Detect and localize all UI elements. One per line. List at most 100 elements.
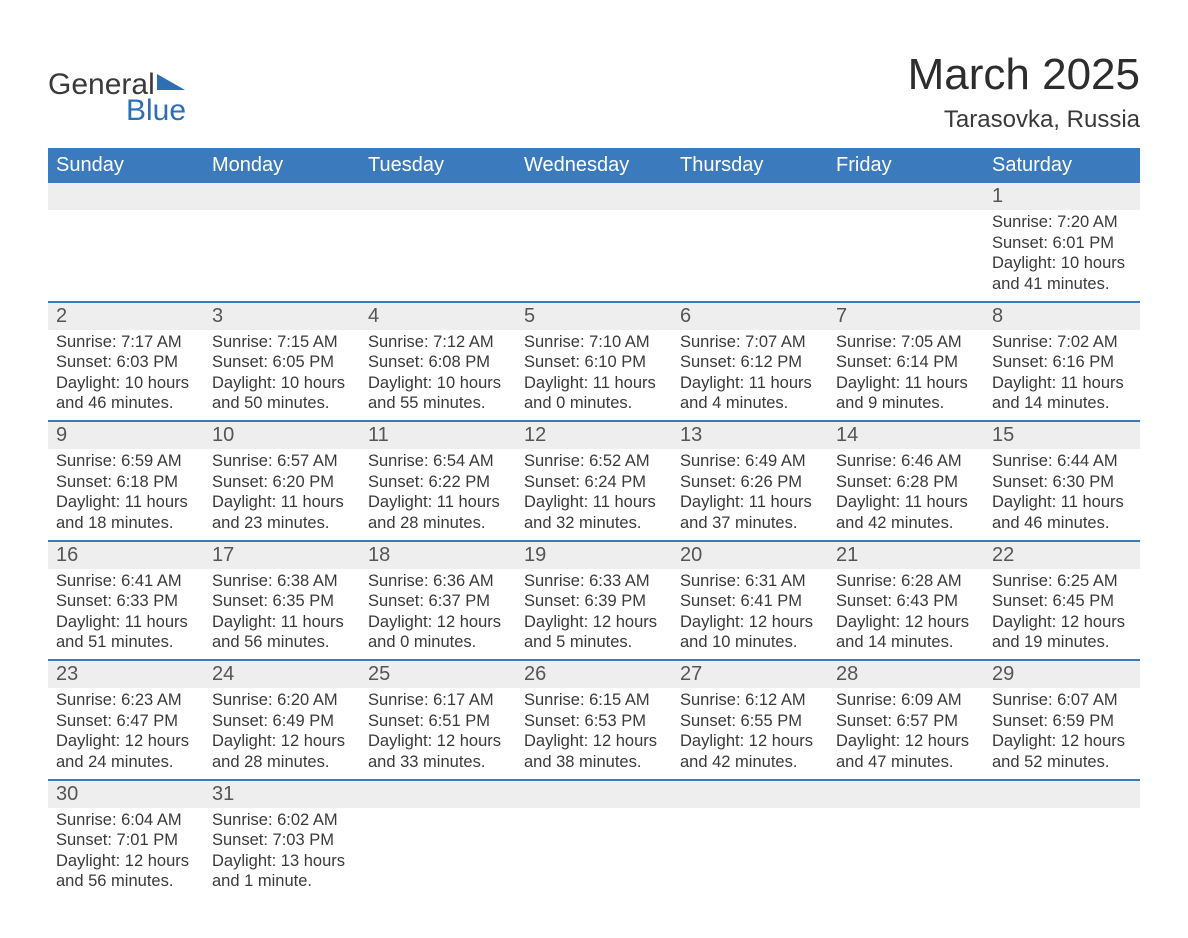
daylight-line: Daylight: 12 hours and 47 minutes.	[836, 731, 976, 772]
sunrise-line: Sunrise: 6:17 AM	[368, 690, 508, 711]
sunrise-line: Sunrise: 6:12 AM	[680, 690, 820, 711]
sunset-line: Sunset: 6:59 PM	[992, 711, 1132, 732]
day-number-cell: 6	[672, 302, 828, 330]
sunset-line: Sunset: 6:05 PM	[212, 352, 352, 373]
content-row: Sunrise: 7:17 AMSunset: 6:03 PMDaylight:…	[48, 330, 1140, 422]
day-number-cell: 17	[204, 541, 360, 569]
day-content-cell: Sunrise: 7:12 AMSunset: 6:08 PMDaylight:…	[360, 330, 516, 422]
weekday-header: Thursday	[672, 148, 828, 183]
empty-cell	[48, 210, 204, 302]
sunrise-line: Sunrise: 6:15 AM	[524, 690, 664, 711]
day-number: 24	[204, 661, 360, 688]
sunrise-line: Sunrise: 6:07 AM	[992, 690, 1132, 711]
day-number: 30	[48, 781, 204, 808]
day-number: 14	[828, 422, 984, 449]
day-number-cell: 19	[516, 541, 672, 569]
day-number: 26	[516, 661, 672, 688]
day-content-cell: Sunrise: 6:38 AMSunset: 6:35 PMDaylight:…	[204, 569, 360, 661]
day-number: 28	[828, 661, 984, 688]
day-number-cell: 21	[828, 541, 984, 569]
weekday-header: Monday	[204, 148, 360, 183]
daylight-line: Daylight: 12 hours and 28 minutes.	[212, 731, 352, 772]
daylight-line: Daylight: 12 hours and 14 minutes.	[836, 612, 976, 653]
day-content-cell: Sunrise: 6:23 AMSunset: 6:47 PMDaylight:…	[48, 688, 204, 780]
daylight-line: Daylight: 11 hours and 46 minutes.	[992, 492, 1132, 533]
day-number-cell: 5	[516, 302, 672, 330]
day-number-cell: 22	[984, 541, 1140, 569]
sunset-line: Sunset: 6:39 PM	[524, 591, 664, 612]
location-label: Tarasovka, Russia	[908, 106, 1140, 134]
day-content-cell: Sunrise: 7:20 AMSunset: 6:01 PMDaylight:…	[984, 210, 1140, 302]
daylight-line: Daylight: 10 hours and 41 minutes.	[992, 253, 1132, 294]
empty-cell	[516, 210, 672, 302]
empty-cell	[828, 780, 984, 808]
daylight-line: Daylight: 11 hours and 32 minutes.	[524, 492, 664, 533]
calendar-table: SundayMondayTuesdayWednesdayThursdayFrid…	[48, 148, 1140, 898]
sunrise-line: Sunrise: 6:31 AM	[680, 571, 820, 592]
empty-cell	[360, 210, 516, 302]
sunrise-line: Sunrise: 6:28 AM	[836, 571, 976, 592]
sunset-line: Sunset: 6:10 PM	[524, 352, 664, 373]
daynum-row: 3031	[48, 780, 1140, 808]
day-content-cell: Sunrise: 6:33 AMSunset: 6:39 PMDaylight:…	[516, 569, 672, 661]
sunrise-line: Sunrise: 7:02 AM	[992, 332, 1132, 353]
day-number-cell: 7	[828, 302, 984, 330]
daylight-line: Daylight: 10 hours and 46 minutes.	[56, 373, 196, 414]
daylight-line: Daylight: 12 hours and 19 minutes.	[992, 612, 1132, 653]
day-number: 1	[984, 183, 1140, 210]
day-content-cell: Sunrise: 6:04 AMSunset: 7:01 PMDaylight:…	[48, 808, 204, 899]
empty-cell	[360, 808, 516, 899]
day-content-cell: Sunrise: 7:10 AMSunset: 6:10 PMDaylight:…	[516, 330, 672, 422]
day-content-cell: Sunrise: 6:17 AMSunset: 6:51 PMDaylight:…	[360, 688, 516, 780]
day-number: 17	[204, 542, 360, 569]
daynum-row: 16171819202122	[48, 541, 1140, 569]
empty-cell	[516, 780, 672, 808]
weekday-header: Tuesday	[360, 148, 516, 183]
content-row: Sunrise: 6:23 AMSunset: 6:47 PMDaylight:…	[48, 688, 1140, 780]
day-number-cell: 25	[360, 660, 516, 688]
day-number-cell: 12	[516, 421, 672, 449]
day-content-cell: Sunrise: 6:12 AMSunset: 6:55 PMDaylight:…	[672, 688, 828, 780]
daylight-line: Daylight: 11 hours and 9 minutes.	[836, 373, 976, 414]
day-number: 3	[204, 303, 360, 330]
day-number-cell: 11	[360, 421, 516, 449]
day-number-cell: 20	[672, 541, 828, 569]
day-number: 16	[48, 542, 204, 569]
sunset-line: Sunset: 6:01 PM	[992, 233, 1132, 254]
daynum-row: 1	[48, 183, 1140, 210]
sunrise-line: Sunrise: 6:46 AM	[836, 451, 976, 472]
sunrise-line: Sunrise: 7:20 AM	[992, 212, 1132, 233]
sunrise-line: Sunrise: 6:33 AM	[524, 571, 664, 592]
sunset-line: Sunset: 6:41 PM	[680, 591, 820, 612]
day-number-cell: 4	[360, 302, 516, 330]
sunset-line: Sunset: 6:30 PM	[992, 472, 1132, 493]
sunset-line: Sunset: 7:03 PM	[212, 830, 352, 851]
sunrise-line: Sunrise: 7:07 AM	[680, 332, 820, 353]
day-content-cell: Sunrise: 7:02 AMSunset: 6:16 PMDaylight:…	[984, 330, 1140, 422]
day-number-cell: 1	[984, 183, 1140, 210]
empty-cell	[672, 183, 828, 210]
page-title: March 2025	[908, 50, 1140, 100]
daylight-line: Daylight: 11 hours and 4 minutes.	[680, 373, 820, 414]
daylight-line: Daylight: 12 hours and 0 minutes.	[368, 612, 508, 653]
day-content-cell: Sunrise: 6:36 AMSunset: 6:37 PMDaylight:…	[360, 569, 516, 661]
day-content-cell: Sunrise: 6:49 AMSunset: 6:26 PMDaylight:…	[672, 449, 828, 541]
daylight-line: Daylight: 11 hours and 56 minutes.	[212, 612, 352, 653]
day-number: 9	[48, 422, 204, 449]
sunrise-line: Sunrise: 6:02 AM	[212, 810, 352, 831]
empty-cell	[672, 808, 828, 899]
daylight-line: Daylight: 12 hours and 5 minutes.	[524, 612, 664, 653]
day-number: 15	[984, 422, 1140, 449]
day-number: 31	[204, 781, 360, 808]
daylight-line: Daylight: 11 hours and 51 minutes.	[56, 612, 196, 653]
daylight-line: Daylight: 12 hours and 33 minutes.	[368, 731, 508, 772]
sunset-line: Sunset: 6:16 PM	[992, 352, 1132, 373]
sunset-line: Sunset: 6:22 PM	[368, 472, 508, 493]
sunrise-line: Sunrise: 7:10 AM	[524, 332, 664, 353]
empty-cell	[828, 210, 984, 302]
daynum-row: 9101112131415	[48, 421, 1140, 449]
sunset-line: Sunset: 6:03 PM	[56, 352, 196, 373]
day-number-cell: 23	[48, 660, 204, 688]
sunrise-line: Sunrise: 6:54 AM	[368, 451, 508, 472]
sunset-line: Sunset: 6:51 PM	[368, 711, 508, 732]
